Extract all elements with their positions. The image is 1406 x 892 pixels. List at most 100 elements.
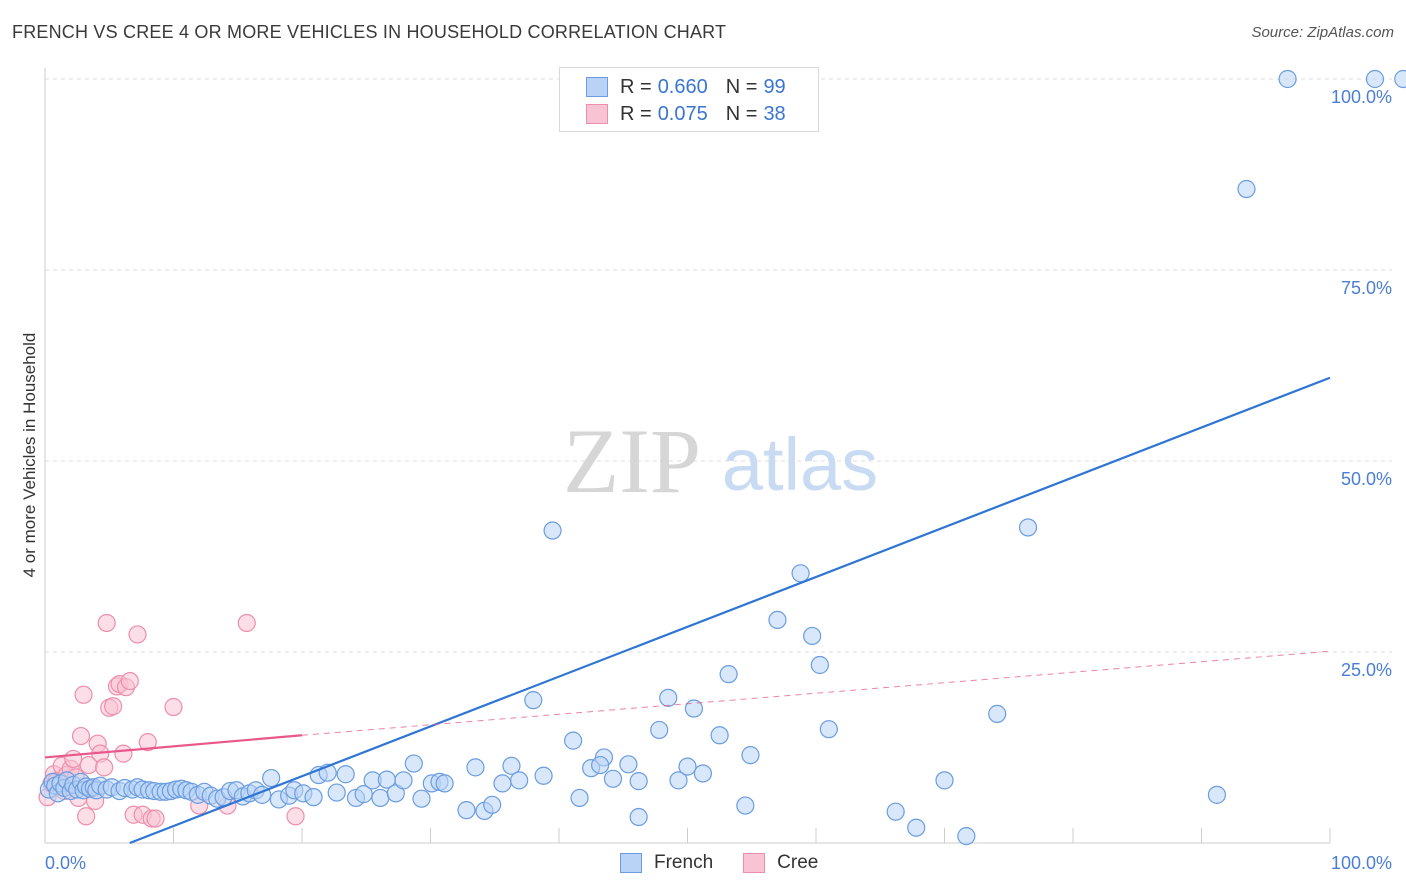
french-point [935,771,954,790]
trend-lines [44,376,1331,845]
french-point [629,772,648,791]
french-r-value: 0.660 [657,75,708,98]
cree-point [237,613,256,633]
french-point [510,771,529,790]
french-point [262,768,281,788]
french-point [404,754,423,773]
french-point [603,769,623,788]
french-point [1237,179,1256,199]
cree-point [77,807,96,826]
french-point [466,758,485,777]
french-point [534,766,553,785]
legend-row-cree: R = 0.075 N = 38 [586,101,786,127]
french-point [483,795,502,814]
y-tick-label: 100.0% [1331,87,1392,107]
french-point [394,771,413,790]
cree-point [286,807,305,826]
french-point [564,731,583,750]
tick-labels: 25.0% 50.0% 75.0% 100.0% 0.0% 100.0% [45,87,1392,873]
french-trend-line [129,376,1331,845]
bottom-legend-cree: Cree [743,852,818,874]
french-n-value: 99 [763,75,786,98]
french-point [336,765,355,784]
french-point [650,720,669,740]
watermark-zip: ZIP [563,410,701,512]
french-point [524,691,543,710]
source-label: Source: ZipAtlas.com [1251,24,1394,41]
bottom-legend-french-label: French [654,852,714,873]
watermark: ZIP atlas [563,410,878,512]
gridlines [45,78,1392,653]
bottom-legend: French Cree [620,852,848,874]
y-tick-label: 50.0% [1341,469,1392,489]
french-point [457,801,476,820]
french-point [710,726,729,745]
french-point [957,827,976,846]
watermark-atlas: atlas [722,423,878,506]
french-r-label: R = [620,75,652,98]
french-point [619,755,638,774]
french-point [1278,69,1297,89]
french-point [659,688,678,707]
french-point [304,788,323,807]
french-point [669,771,688,790]
french-swatch [620,853,642,873]
x-tick-label: 100.0% [1331,853,1392,873]
legend: R = 0.660 N = 99 R = 0.075 N = 38 [559,67,819,132]
french-point [371,788,390,808]
french-point [493,774,512,793]
cree-point [114,744,133,763]
french-point [803,626,822,646]
french-point [570,788,589,808]
bottom-legend-cree-label: Cree [777,852,819,873]
french-point [678,757,697,776]
legend-row-french: R = 0.660 N = 99 [586,74,786,100]
french-point [791,564,810,583]
chart-title: FRENCH VS CREE 4 OR MORE VEHICLES IN HOU… [12,22,727,42]
french-point [591,755,610,775]
y-tick-label: 25.0% [1341,660,1392,680]
cree-point [104,697,123,716]
french-point [719,665,738,684]
french-point [629,807,648,827]
french-point [435,774,454,793]
french-point [988,704,1007,723]
cree-point [64,749,83,769]
cree-point [138,733,157,752]
bottom-legend-french: French [620,852,713,874]
french-point [736,796,755,815]
french-point [412,789,431,808]
cree-point [95,758,114,777]
cree-point [97,613,116,633]
cree-trend-extension [301,650,1331,736]
french-point [907,818,926,837]
french-point [693,764,713,783]
french-point [502,756,521,775]
french-points [39,69,1406,846]
cree-n-label: N = [725,102,758,125]
cree-r-label: R = [620,102,652,125]
y-tick-label: 75.0% [1341,278,1392,298]
cree-point [164,697,183,717]
cree-point [120,671,139,691]
cree-swatch [743,853,766,873]
cree-r-value: 0.075 [657,102,708,125]
cree-point [74,685,93,704]
french-point [768,610,787,630]
cree-point [146,809,165,828]
french-n-label: N = [725,75,758,98]
french-point [741,746,760,765]
french-point [819,720,838,739]
cree-point [71,726,91,746]
axes [44,68,1331,844]
french-point [810,655,829,675]
french-point [543,521,562,540]
french-point [1207,785,1227,804]
x-tick-label: 0.0% [45,853,86,873]
cree-point [128,625,147,644]
french-point [327,783,346,802]
french-swatch [586,77,608,97]
cree-swatch [586,104,608,124]
french-point [1018,518,1038,537]
